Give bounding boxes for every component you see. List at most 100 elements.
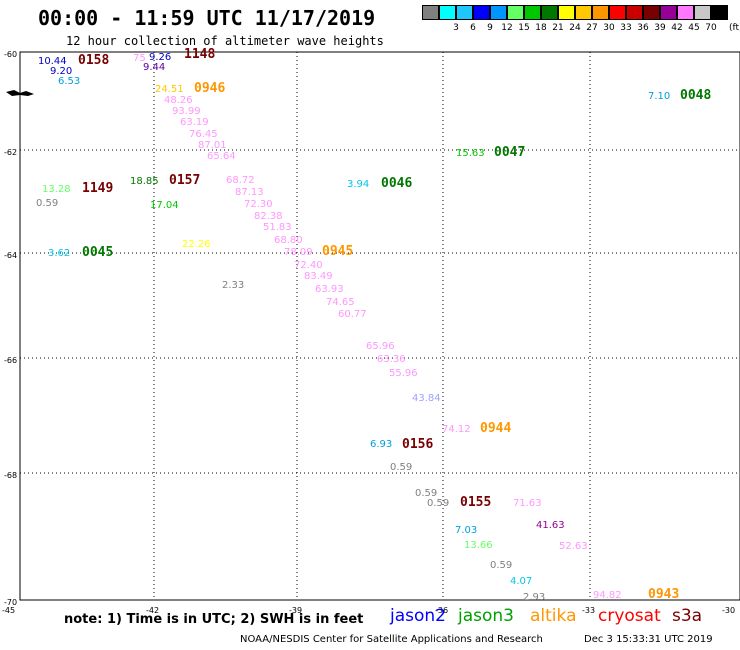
wave-height-label: 94.82 (593, 590, 622, 601)
wave-height-label: 15.63 (456, 148, 485, 159)
wave-height-label: 74.65 (326, 297, 355, 308)
legend-label: 12 (501, 23, 513, 33)
legend-swatch (694, 5, 711, 20)
wave-height-label: 52.63 (559, 541, 588, 552)
pass-time-label: 0156 (402, 437, 433, 452)
legend-unit: (ft) (729, 23, 740, 33)
wave-height-label: 0.59 (415, 488, 437, 499)
wave-height-label: 2.33 (222, 280, 244, 291)
wave-height-label: 9.20 (50, 66, 72, 77)
latitude-labels: -60 -62 -64 -66 -68 -70 (4, 50, 17, 607)
pass-time-label: 0943 (648, 587, 679, 602)
legend-swatch (541, 5, 558, 20)
wave-height-labels: 10.449.206.53 0158 75 9.269.44 1148 24.51 0946… (36, 47, 711, 603)
pass-time-label: 0047 (494, 145, 525, 160)
legend-swatch (575, 5, 592, 20)
pass-time-label: 1148 (184, 47, 215, 62)
legend-swatch (422, 5, 439, 20)
wave-height-label: 6.93 (370, 439, 392, 450)
wave-height-label: 0.59 (390, 462, 412, 473)
legend-swatch (660, 5, 677, 20)
wave-height-label: 65.96 (366, 341, 395, 352)
pass-time-label: 0048 (680, 88, 711, 103)
legend-label: 6 (470, 23, 476, 33)
longitude-label: -39 (289, 606, 302, 615)
legend-label: 30 (603, 23, 615, 33)
wave-height-label: 82.38 (254, 211, 283, 222)
wave-height-label: 0.59 (427, 498, 449, 509)
wave-height-label: 7.10 (648, 91, 670, 102)
mission-jason2: jason2 (390, 606, 446, 626)
longitude-label: -33 (582, 606, 595, 615)
legend-label: 3 (453, 23, 459, 33)
wave-height-label: 87.13 (235, 187, 264, 198)
pass-time-label: 0946 (194, 81, 225, 96)
island-shape (6, 90, 34, 96)
latitude-label: -60 (4, 50, 17, 59)
legend-swatch (592, 5, 609, 20)
latitude-label: -62 (4, 148, 17, 157)
pass-time-label: 0945 (322, 244, 353, 259)
pass-time-label: 0046 (381, 176, 412, 191)
wave-height-label: 48.26 (164, 95, 193, 106)
legend-swatch (456, 5, 473, 20)
legend-swatch (558, 5, 575, 20)
legend-label: 24 (569, 23, 581, 33)
wave-height-label: 51.83 (263, 222, 292, 233)
legend-label: 42 (671, 23, 683, 33)
latitude-label: -70 (4, 598, 17, 607)
wave-height-label: 71.63 (513, 498, 542, 509)
wave-height-label: 3.94 (347, 179, 369, 190)
pass-time-label: 0158 (78, 53, 109, 68)
wave-height-label: 75 (133, 53, 146, 64)
map-frame (19, 51, 740, 601)
map-subtitle: 12 hour collection of altimeter wave hei… (66, 34, 384, 48)
wave-height-label: 65.64 (207, 151, 236, 162)
mission-altika: altika (530, 606, 577, 626)
mission-cryosat: cryosat (598, 606, 661, 626)
map-title: 00:00 - 11:59 UTC 11/17/2019 (38, 6, 376, 30)
mission-s3a: s3a (672, 606, 703, 626)
pass-time-label: 0944 (480, 421, 511, 436)
latitude-label: -64 (4, 251, 17, 260)
pass-time-label: 0045 (82, 245, 113, 260)
wave-height-label: 22.26 (182, 239, 211, 250)
legend-label: 15 (518, 23, 530, 33)
legend-swatch (677, 5, 694, 20)
longitude-label: -36 (435, 606, 448, 615)
longitude-labels: -45 -42 -39 -36 -33 -30 (2, 606, 735, 615)
wave-height-label: 55.96 (389, 368, 418, 379)
wave-height-label: 24.51 (155, 84, 184, 95)
wave-height-label: 6.53 (58, 76, 80, 87)
wave-height-label: 72.30 (244, 199, 273, 210)
legend-label: 39 (654, 23, 666, 33)
wave-height-label: 63.36 (377, 354, 406, 365)
legend-label: 45 (688, 23, 700, 33)
legend-label: 18 (535, 23, 547, 33)
wave-height-label: 63.19 (180, 117, 209, 128)
wave-height-label: 76.45 (189, 129, 218, 140)
longitude-label: -30 (722, 606, 735, 615)
legend-label: 9 (487, 23, 493, 33)
graticule (20, 52, 740, 600)
legend-swatch (507, 5, 524, 20)
wave-height-label: 17.04 (150, 200, 179, 211)
wave-height-label: 63.93 (315, 284, 344, 295)
wave-height-label: 68.80 (274, 235, 303, 246)
wave-height-label: 7.03 (455, 525, 477, 536)
pass-time-label: 1149 (82, 181, 113, 196)
legend-label: 36 (637, 23, 649, 33)
wave-height-label: 43.84 (412, 393, 441, 404)
wave-height-label: 10.44 (38, 56, 67, 67)
wave-height-label: 13.28 (42, 184, 71, 195)
pass-time-label: 0157 (169, 173, 200, 188)
wave-height-label: 0.59 (490, 560, 512, 571)
wave-height-label: 68.72 (226, 175, 255, 186)
pass-time-label: 0155 (460, 495, 491, 510)
wave-height-label: 93.99 (172, 106, 201, 117)
wave-height-label: 13.66 (464, 540, 493, 551)
footer-note: note: 1) Time is in UTC; 2) SWH is in fe… (64, 612, 364, 627)
wave-height-label: 18.85 (130, 176, 159, 187)
wave-height-label: 2.93 (523, 592, 545, 603)
